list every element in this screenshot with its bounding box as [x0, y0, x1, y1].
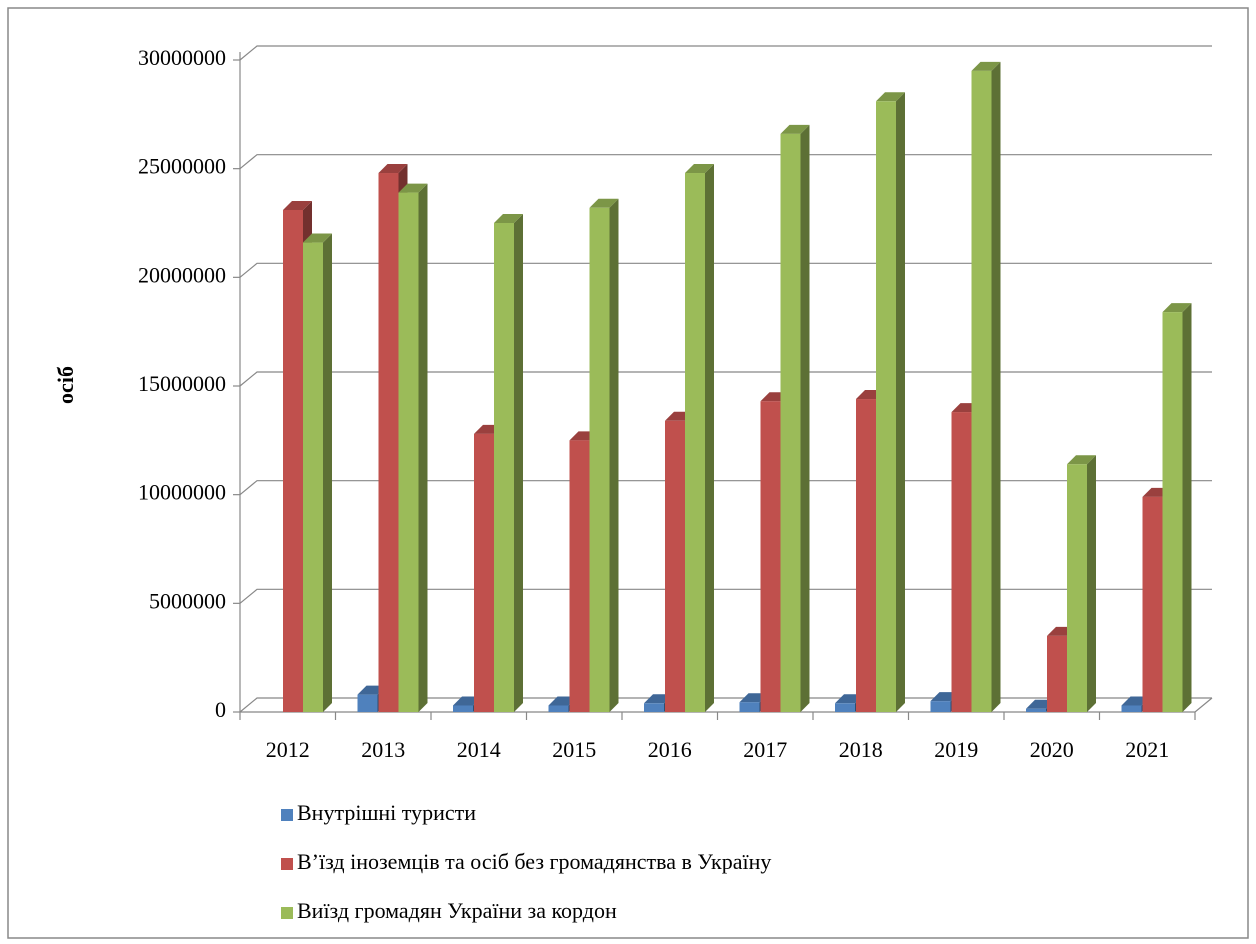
x-tick-label: 2016 [648, 737, 692, 762]
bar-side [991, 61, 1001, 713]
bar-top [876, 92, 905, 102]
legend-swatch [281, 858, 293, 870]
x-tick-label: 2013 [361, 737, 405, 762]
bar [876, 101, 896, 712]
bar-top [685, 164, 714, 174]
chart-frame [7, 7, 1249, 939]
bar [548, 705, 569, 712]
bar-side [323, 233, 332, 712]
y-tick-label: 10000000 [138, 480, 226, 505]
bar [357, 694, 378, 712]
x-tick-label: 2020 [1030, 737, 1074, 762]
bar [1162, 312, 1183, 712]
bar [283, 209, 303, 712]
legend-swatch [281, 809, 293, 821]
bar-top [1067, 455, 1096, 465]
legend-label: Внутрішні туристи [297, 800, 476, 825]
bar [303, 242, 323, 712]
y-tick-label: 5000000 [149, 588, 226, 613]
y-tick-label: 25000000 [138, 154, 226, 179]
bar-side [800, 124, 810, 713]
y-tick-label: 15000000 [138, 371, 226, 396]
bar [665, 420, 685, 712]
bar [856, 399, 876, 712]
y-axis-label: осіб [53, 366, 78, 404]
bar [1142, 496, 1163, 712]
x-tick-label: 2015 [552, 737, 596, 762]
bar-side [418, 183, 428, 712]
bar-top [494, 214, 523, 223]
y-tick-label: 20000000 [138, 262, 226, 287]
x-tick-label: 2014 [457, 737, 501, 762]
bar [398, 192, 419, 712]
x-tick-label: 2018 [839, 737, 883, 762]
bar [1067, 464, 1087, 712]
bar [835, 703, 855, 712]
bar-top [780, 124, 810, 134]
bar [453, 705, 473, 712]
bar [569, 440, 590, 712]
bar [1047, 635, 1067, 712]
bar-side [896, 92, 905, 712]
bar-side [705, 164, 714, 713]
legend-label: В’їзд іноземців та осіб без громадянства… [297, 849, 771, 874]
bar [951, 412, 972, 712]
bar [474, 433, 494, 712]
bar-top [283, 200, 312, 210]
bar [378, 173, 399, 713]
bar [685, 173, 705, 713]
bar [971, 70, 992, 712]
bar-side [1087, 455, 1096, 712]
x-tick-label: 2021 [1125, 737, 1169, 762]
legend-swatch [281, 907, 293, 919]
bar [739, 702, 760, 712]
y-tick-label: 30000000 [138, 45, 226, 70]
bar [1026, 708, 1046, 712]
bar [780, 133, 801, 713]
bar [760, 401, 781, 712]
bar [930, 701, 951, 712]
bar-top [398, 183, 428, 193]
x-tick-label: 2012 [266, 737, 310, 762]
bar-side [609, 198, 619, 712]
bar-side [1182, 303, 1192, 712]
y-tick-label: 0 [215, 697, 226, 722]
bar [644, 703, 664, 712]
bar [494, 223, 514, 712]
bar-top [303, 233, 332, 243]
bar [1121, 705, 1142, 712]
bar-top [1162, 303, 1192, 313]
bar-top [589, 198, 619, 208]
bar-top [378, 164, 408, 174]
legend-label: Виїзд громадян України за кордон [297, 898, 617, 923]
grid-line [239, 45, 1212, 61]
x-tick-label: 2019 [934, 737, 978, 762]
bar [589, 207, 610, 712]
bar-top [971, 61, 1001, 71]
x-tick-label: 2017 [743, 737, 787, 762]
bar-side [514, 214, 523, 712]
